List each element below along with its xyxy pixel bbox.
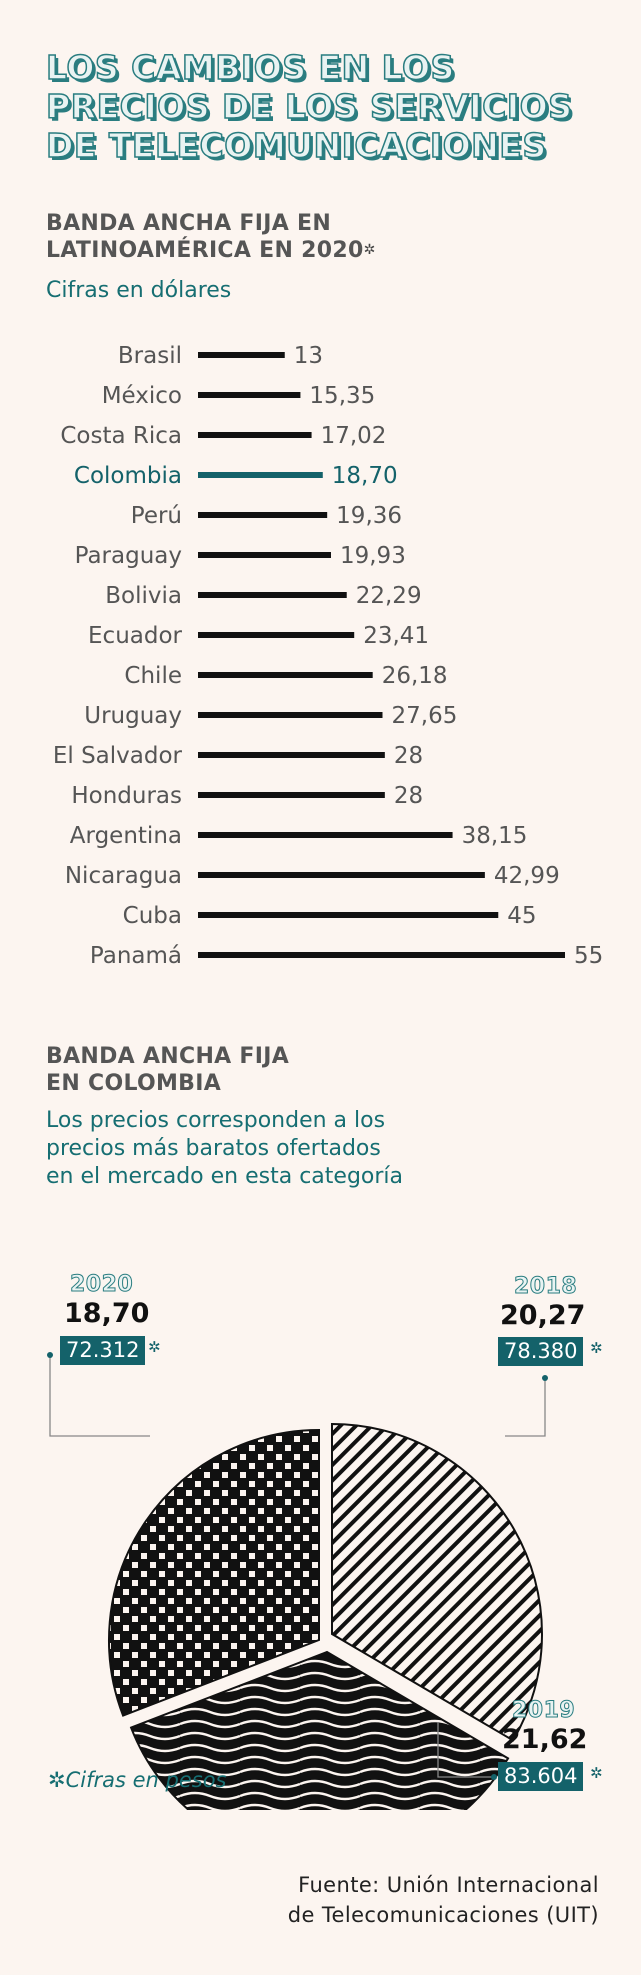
bar-value-label: 17,02 xyxy=(321,423,387,449)
bar-category-label: Cuba xyxy=(123,903,182,929)
section1-title-line: BANDA ANCHA FIJA EN xyxy=(46,211,332,236)
bar xyxy=(198,712,383,718)
pie-label-2020-year: 2020 xyxy=(69,1272,134,1298)
bar-category-label: Costa Rica xyxy=(60,423,182,449)
pie-chart xyxy=(47,1352,548,1810)
bar xyxy=(198,672,373,678)
bar-value-label: 27,65 xyxy=(392,703,458,729)
bar xyxy=(198,392,301,398)
bar-value-label: 26,18 xyxy=(382,663,448,689)
pie-label-2019-cop: 83.604 xyxy=(498,1762,584,1791)
bar-value-label: 22,29 xyxy=(356,583,422,609)
bar-value-label: 55 xyxy=(574,943,603,969)
bar-category-label: Chile xyxy=(124,663,182,689)
bar xyxy=(198,872,485,878)
leader-dot-2018 xyxy=(542,1375,548,1381)
bar-value-label: 23,41 xyxy=(363,623,429,649)
bar-category-label: Honduras xyxy=(71,783,182,809)
source: Fuente: Unión Internacional de Telecomun… xyxy=(288,1870,599,1930)
section2-subtitle-line: en el mercado en esta categoría xyxy=(46,1164,404,1189)
main-title-line: LOS CAMBIOS EN LOS xyxy=(45,47,455,88)
section1-title: BANDA ANCHA FIJA EN LATINOAMÉRICA EN 202… xyxy=(46,210,446,264)
bar-value-label: 18,70 xyxy=(332,463,398,489)
pie-label-2020-cop: 72.312 xyxy=(60,1336,146,1365)
bar-value-label: 42,99 xyxy=(494,863,560,889)
main-title-line: DE TELECOMUNICACIONES xyxy=(45,125,547,166)
bar-value-label: 45 xyxy=(507,903,536,929)
footnote: ✲Cifras en pesos xyxy=(48,1768,227,1792)
pie-slice-2020 xyxy=(108,1428,320,1717)
section2-title-line: EN COLOMBIA xyxy=(46,1071,222,1096)
bar xyxy=(198,512,328,518)
leader-dot-2019 xyxy=(491,1774,497,1780)
pie-label-2018-cop: 78.380 xyxy=(498,1337,584,1366)
leader-line-2018 xyxy=(505,1378,546,1437)
pie-slice-2018 xyxy=(331,1422,543,1742)
bar-value-label: 28 xyxy=(394,743,423,769)
bar-category-label: Bolivia xyxy=(105,583,182,609)
section1-title-line: LATINOAMÉRICA EN 2020 xyxy=(46,238,364,263)
bar-category-label: Nicaragua xyxy=(65,863,182,889)
asterisk-icon: ✲ xyxy=(363,242,376,258)
asterisk-icon: ✲ xyxy=(590,1339,603,1357)
bar-category-label: Colombia xyxy=(74,463,182,489)
bar xyxy=(198,472,323,478)
bar xyxy=(198,592,347,598)
bar-category-label: México xyxy=(102,383,182,409)
bar-value-label: 13 xyxy=(294,343,323,369)
source-line: de Telecomunicaciones (UIT) xyxy=(287,1903,599,1927)
leader-line-2019 xyxy=(437,1722,494,1778)
bar-category-label: Uruguay xyxy=(84,703,182,729)
section2-subtitle-line: precios más baratos ofertados xyxy=(46,1136,381,1161)
section1-subtitle: Cifras en dólares xyxy=(46,278,232,303)
section2-title: BANDA ANCHA FIJA EN COLOMBIA xyxy=(46,1043,446,1097)
bar-category-label: El Salvador xyxy=(53,743,183,769)
bar-category-label: Brasil xyxy=(118,343,182,369)
source-line: Fuente: Unión Internacional xyxy=(298,1873,599,1897)
pie-label-2019-usd: 21,62 xyxy=(502,1724,588,1755)
bar-value-label: 15,35 xyxy=(309,383,375,409)
pie-label-2020-usd: 18,70 xyxy=(64,1298,150,1329)
leader-line-2020 xyxy=(49,1355,150,1437)
bar xyxy=(198,352,285,358)
bar xyxy=(198,752,385,758)
bar-chart: Brasil 13 México 15,35 Costa Rica 17,02 Colomb… xyxy=(53,343,603,969)
bar-category-label: Ecuador xyxy=(88,623,183,649)
pie-label-2018-usd: 20,27 xyxy=(500,1300,586,1331)
bar xyxy=(198,552,331,558)
main-title-line: PRECIOS DE LOS SERVICIOS xyxy=(45,86,573,127)
main-title: LOS CAMBIOS EN LOS PRECIOS DE LOS SERVIC… xyxy=(45,47,626,166)
bar xyxy=(198,632,355,638)
section2-subtitle-line: Los precios corresponden a los xyxy=(46,1108,386,1133)
bar-value-label: 19,36 xyxy=(336,503,402,529)
bar xyxy=(198,952,565,958)
bar xyxy=(198,912,499,918)
asterisk-icon: ✲ xyxy=(148,1338,161,1356)
pie-label-2018-year: 2018 xyxy=(513,1274,578,1300)
pie-slice-2019 xyxy=(129,1650,510,1810)
bar-category-label: Panamá xyxy=(90,943,182,969)
bar-value-label: 28 xyxy=(394,783,423,809)
bar xyxy=(198,432,312,438)
section2-title-line: BANDA ANCHA FIJA xyxy=(46,1044,290,1069)
bar xyxy=(198,792,385,798)
pie-label-2019-year: 2019 xyxy=(511,1698,576,1724)
bar-value-label: 19,93 xyxy=(340,543,406,569)
bar xyxy=(198,832,453,838)
leader-dot-2020 xyxy=(47,1352,53,1358)
bar-value-label: 38,15 xyxy=(462,823,528,849)
section2-subtitle: Los precios corresponden a los precios m… xyxy=(46,1107,403,1191)
asterisk-icon: ✲ xyxy=(590,1764,603,1782)
bar-category-label: Paraguay xyxy=(75,543,182,569)
bar-category-label: Perú xyxy=(131,503,182,529)
bar-category-label: Argentina xyxy=(70,823,182,849)
